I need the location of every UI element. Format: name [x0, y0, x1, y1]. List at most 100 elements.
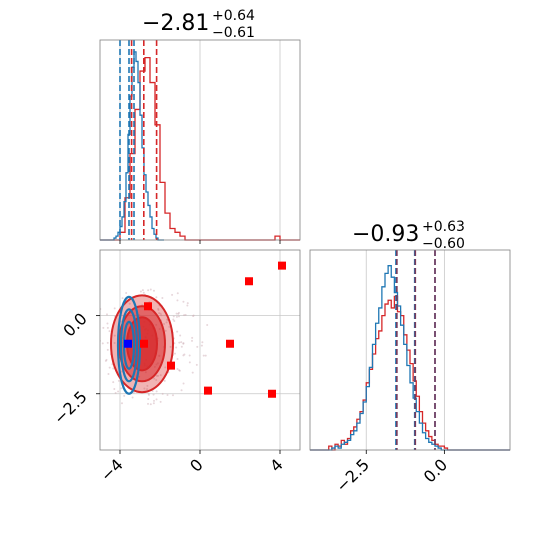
sample-dot: [117, 379, 120, 382]
sample-dot: [172, 318, 175, 321]
x-tick-label: −2.5: [332, 455, 373, 496]
x-tick-label: 0.0: [420, 455, 451, 486]
sample-dot: [101, 342, 104, 345]
sample-dot: [163, 322, 166, 325]
sample-dot: [180, 341, 183, 344]
red-square-marker: [278, 261, 286, 270]
sample-dot: [184, 313, 187, 316]
sample-dot: [196, 345, 199, 348]
sample-dot: [180, 389, 183, 392]
title-value: −2.81: [142, 11, 209, 36]
histogram-panel-param-2: −2.5 0.0 −0.93 +0.63 −0.60: [309, 219, 511, 496]
sample-dot: [175, 346, 178, 349]
sample-dot: [102, 326, 105, 329]
title-lower-error: −0.61: [212, 25, 255, 41]
sample-dot: [186, 302, 189, 305]
sample-dot: [171, 293, 174, 296]
sample-dot: [176, 330, 179, 333]
sample-dot: [182, 300, 185, 303]
sample-dot: [113, 388, 116, 391]
sample-dot: [202, 354, 205, 357]
sample-dot: [113, 341, 116, 344]
sample-dot: [177, 311, 180, 314]
sample-dot: [147, 398, 150, 401]
x-ticks: −2.5 0.0: [332, 450, 451, 496]
sample-dot: [132, 391, 135, 394]
red-square-marker: [245, 277, 253, 286]
sample-dot: [159, 312, 162, 315]
sample-dot: [147, 289, 150, 292]
x-tick-label: 4: [266, 455, 287, 476]
sample-dot: [123, 394, 126, 397]
sample-dot: [172, 315, 175, 318]
y-tick-label: −2.5: [50, 387, 91, 428]
sample-dot: [149, 288, 152, 291]
sample-dot: [176, 357, 179, 360]
sample-dot: [177, 315, 180, 318]
red-square-marker: [204, 386, 212, 395]
axes-frame: [309, 249, 511, 451]
title-upper-error: +0.63: [422, 219, 465, 235]
sample-dot: [149, 403, 152, 406]
sample-dot: [155, 296, 158, 299]
sample-dot: [173, 352, 176, 355]
sample-dot: [106, 326, 109, 329]
blue-square-marker: [124, 339, 132, 348]
red-square-marker: [268, 389, 276, 398]
sample-dot: [179, 334, 182, 337]
sample-dot: [106, 341, 109, 344]
sample-dot: [173, 320, 176, 323]
sample-dot: [164, 366, 167, 369]
grid-lines: [365, 250, 445, 450]
sample-dot: [112, 367, 115, 370]
sample-dot: [152, 402, 155, 405]
sample-dot: [146, 384, 149, 387]
sample-dot: [157, 374, 160, 377]
quantile-lines: [119, 40, 158, 240]
x-ticks: [119, 240, 281, 244]
sample-dot: [120, 320, 123, 323]
sample-dot: [155, 378, 158, 381]
sample-dot: [182, 342, 185, 345]
sample-dot: [120, 370, 123, 373]
sample-dot: [141, 289, 144, 292]
sample-dot: [186, 304, 189, 307]
sample-dot: [146, 388, 149, 391]
sample-dot: [178, 341, 181, 344]
sample-dot: [206, 324, 209, 327]
sample-dot: [153, 377, 156, 380]
sample-dot: [113, 307, 116, 310]
sample-dot: [155, 398, 158, 401]
sample-dot: [188, 361, 191, 364]
x-tick-label: −4: [97, 455, 127, 485]
sample-dot: [191, 336, 194, 339]
red-square-marker: [167, 361, 175, 370]
y-tick-label: 0.0: [59, 309, 90, 340]
sample-dot: [168, 325, 171, 328]
quantile-lines: [395, 250, 436, 450]
sample-dot: [159, 374, 162, 377]
red-square-marker: [144, 302, 152, 311]
sample-dot: [112, 381, 115, 384]
sample-dot: [108, 366, 111, 369]
sample-dot: [176, 292, 179, 295]
sample-dot: [175, 312, 178, 315]
sample-dot: [204, 354, 207, 357]
sample-dot: [176, 368, 179, 371]
sample-dot: [147, 402, 150, 405]
sample-dot: [176, 299, 179, 302]
sample-dot: [139, 290, 142, 293]
sample-dot: [166, 393, 169, 396]
x-tick-label: 0: [186, 455, 207, 476]
sample-dot: [164, 329, 167, 332]
sample-dot: [147, 393, 150, 396]
sample-dot: [120, 402, 123, 405]
sample-dot: [188, 354, 191, 357]
sample-dot: [105, 313, 108, 316]
sample-dot: [97, 343, 99, 345]
red-square-marker: [226, 339, 234, 348]
blue-contour-level: [119, 308, 139, 383]
sample-dot: [107, 372, 110, 375]
sample-dot: [152, 399, 155, 402]
sample-dot: [106, 322, 109, 325]
